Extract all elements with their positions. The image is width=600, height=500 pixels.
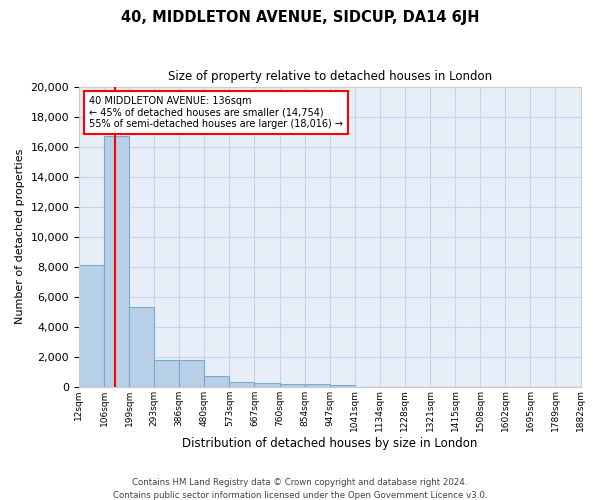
Y-axis label: Number of detached properties: Number of detached properties — [15, 149, 25, 324]
Bar — [104, 136, 129, 386]
Bar — [229, 382, 254, 386]
Bar — [79, 265, 104, 386]
Bar — [305, 384, 330, 386]
Bar — [330, 384, 355, 386]
Bar — [154, 360, 179, 386]
Bar — [205, 376, 229, 386]
Text: 40, MIDDLETON AVENUE, SIDCUP, DA14 6JH: 40, MIDDLETON AVENUE, SIDCUP, DA14 6JH — [121, 10, 479, 25]
Text: 40 MIDDLETON AVENUE: 136sqm
← 45% of detached houses are smaller (14,754)
55% of: 40 MIDDLETON AVENUE: 136sqm ← 45% of det… — [89, 96, 343, 129]
Text: Contains HM Land Registry data © Crown copyright and database right 2024.
Contai: Contains HM Land Registry data © Crown c… — [113, 478, 487, 500]
Bar — [129, 307, 154, 386]
X-axis label: Distribution of detached houses by size in London: Distribution of detached houses by size … — [182, 437, 478, 450]
Title: Size of property relative to detached houses in London: Size of property relative to detached ho… — [167, 70, 492, 83]
Bar — [179, 360, 205, 386]
Bar — [280, 384, 305, 386]
Bar — [254, 383, 280, 386]
